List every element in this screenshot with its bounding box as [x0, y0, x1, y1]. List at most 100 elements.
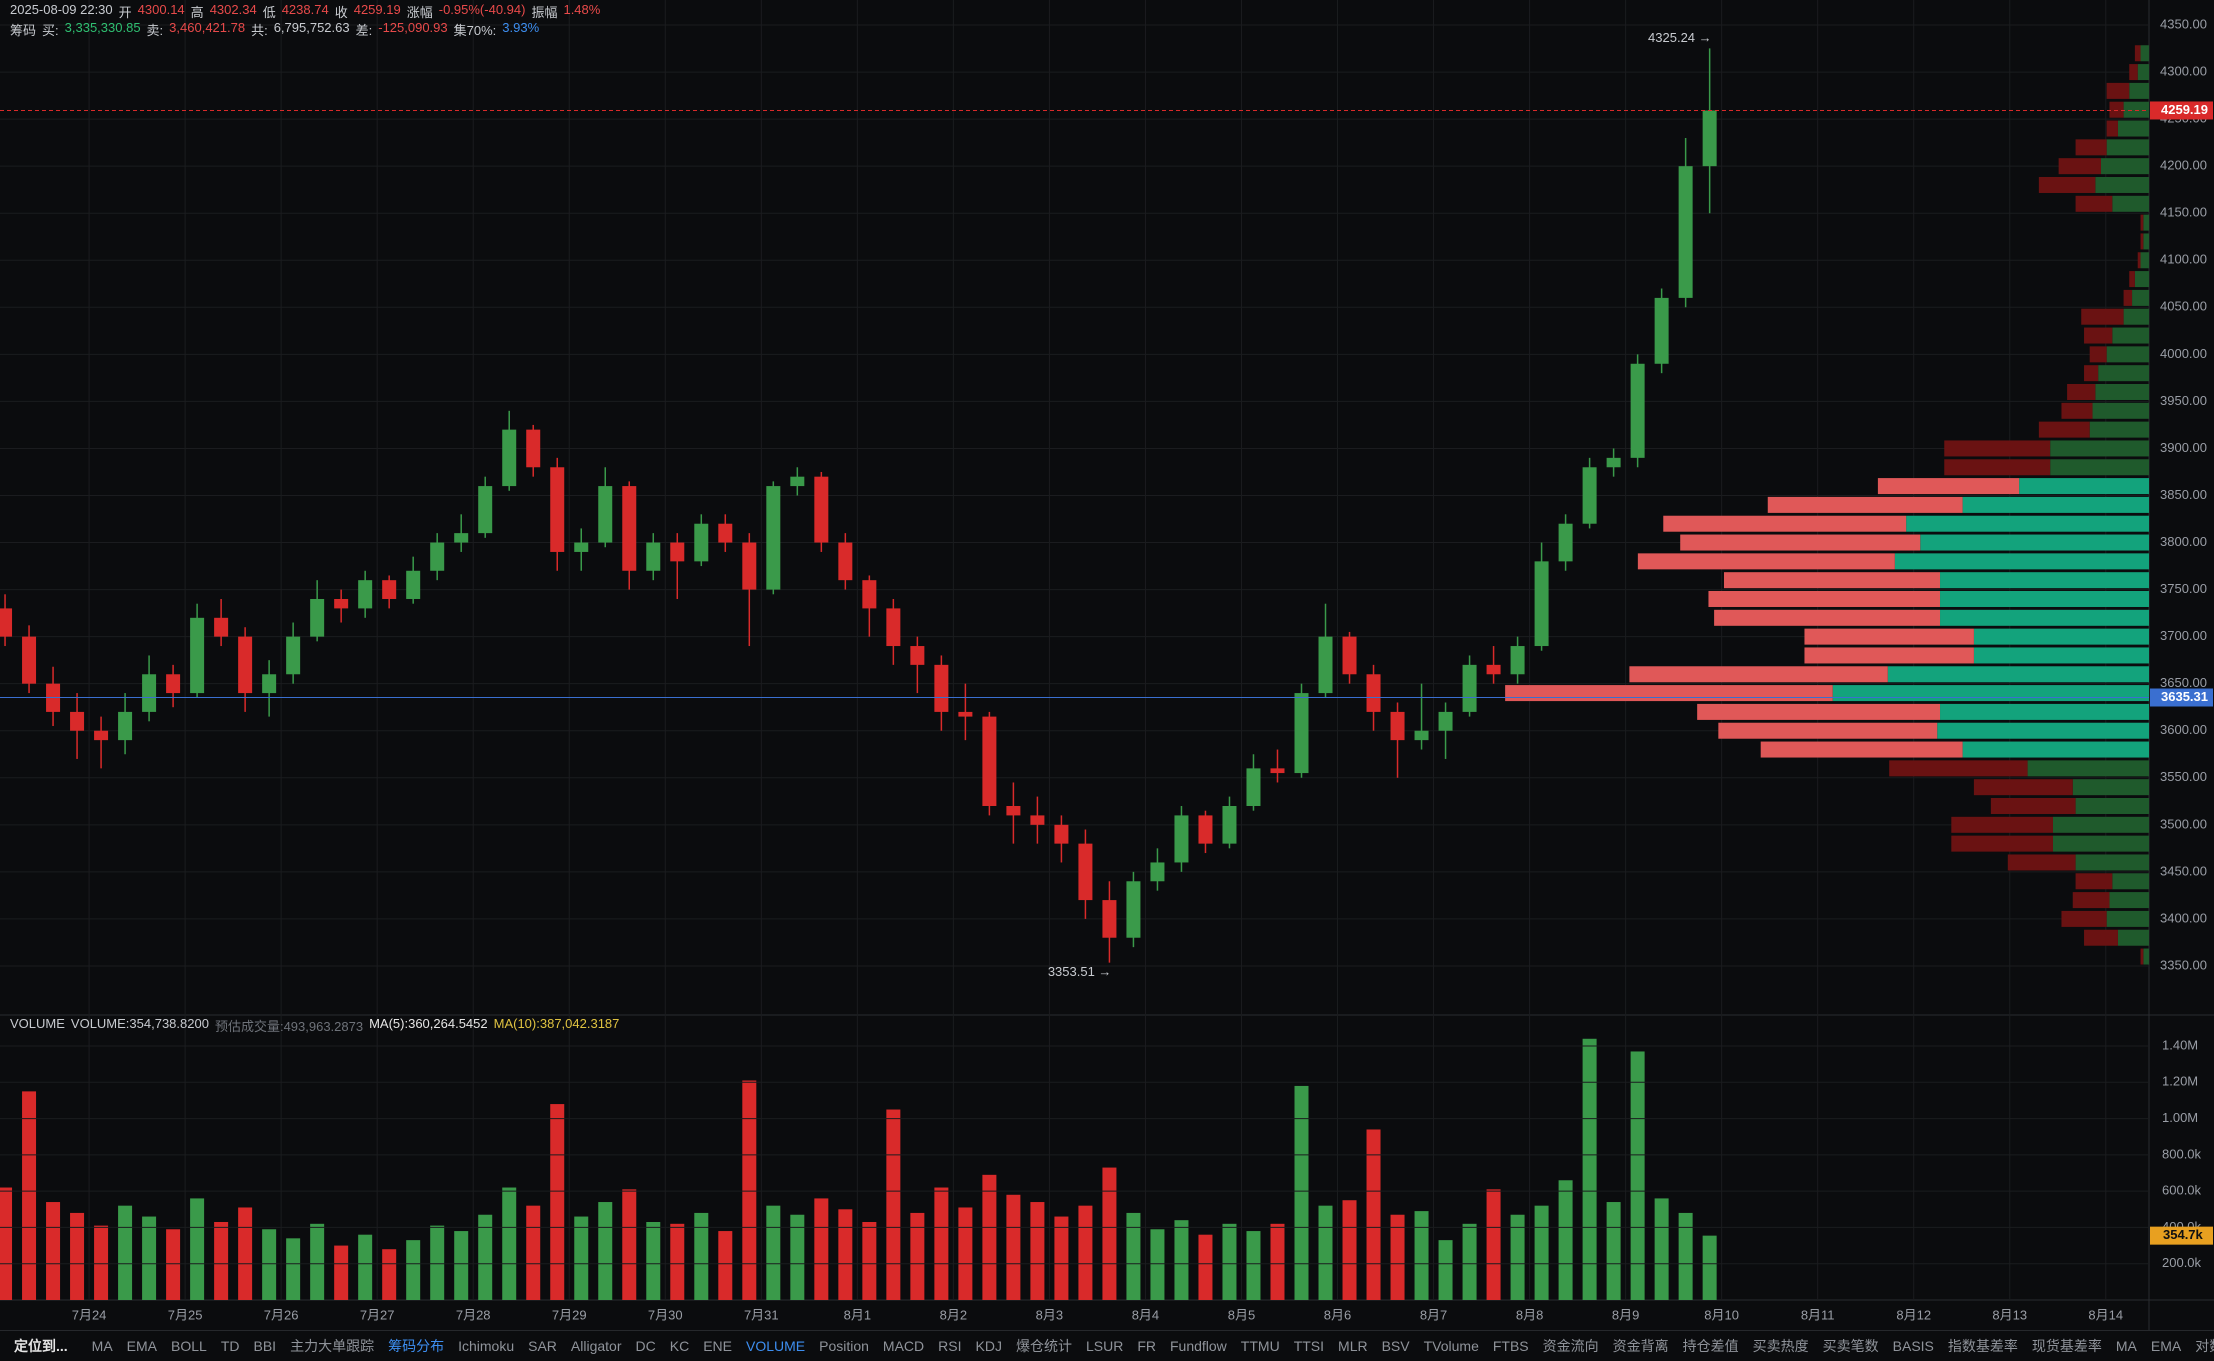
candle-body [1462, 664, 1477, 712]
indicator-button[interactable]: FR [1137, 1338, 1156, 1354]
header-text: 涨幅 [406, 5, 433, 20]
indicator-button[interactable]: BBI [253, 1338, 277, 1354]
volume-bar [646, 1221, 661, 1300]
candle-body [550, 467, 565, 552]
indicator-button[interactable]: MACD [882, 1338, 925, 1354]
indicator-button[interactable]: 资金背离 [1612, 1338, 1669, 1354]
indicator-button[interactable]: 爆仓统计 [1015, 1338, 1072, 1354]
candle-body [334, 598, 349, 609]
volume-bar [1078, 1205, 1093, 1300]
indicator-button[interactable]: BSV [1381, 1338, 1410, 1354]
profile-sell [1951, 816, 2053, 833]
indicator-button[interactable]: MA [91, 1338, 113, 1354]
volume-bar [406, 1240, 421, 1300]
indicator-button[interactable]: Ichimoku [458, 1338, 515, 1354]
x-tick-label: 8月1 [844, 1307, 871, 1322]
indicator-button[interactable]: 买卖热度 [1752, 1338, 1809, 1354]
indicator-button[interactable]: VOLUME [745, 1338, 806, 1354]
indicator-button[interactable]: TTSI [1293, 1338, 1325, 1354]
profile-buy [2137, 64, 2149, 81]
indicator-button[interactable]: ENE [703, 1338, 732, 1354]
profile-buy [2095, 176, 2149, 193]
indicator-button[interactable]: 现货基差率 [2031, 1338, 2102, 1354]
indicator-button[interactable]: Fundflow [1169, 1338, 1227, 1354]
y-tick-label: 4200.00 [2160, 158, 2207, 173]
header-text: 4259.19 [353, 2, 401, 17]
indicator-button[interactable]: EMA [126, 1338, 158, 1354]
candle-body [838, 542, 853, 581]
header-text: 6,795,752.63 [273, 20, 350, 35]
x-tick-label: 8月14 [2088, 1307, 2123, 1322]
profile-buy [2095, 383, 2149, 400]
indicator-button[interactable]: KC [669, 1338, 690, 1354]
profile-sell [1663, 515, 1907, 532]
y-tick-label: 3800.00 [2160, 534, 2207, 549]
indicator-button[interactable]: 买卖笔数 [1822, 1338, 1879, 1354]
candle-body [214, 617, 229, 637]
volume-bar [1390, 1214, 1405, 1300]
indicator-button[interactable]: EMA [2150, 1338, 2182, 1354]
profile-sell [2084, 929, 2118, 946]
y-tick-label: 4300.00 [2160, 64, 2207, 79]
scale-button[interactable]: 对数 [2195, 1338, 2214, 1354]
indicator-button[interactable]: Position [819, 1338, 869, 1354]
candle-body [22, 636, 37, 684]
profile-buy [1832, 685, 2149, 702]
indicator-button[interactable]: SAR [528, 1338, 557, 1354]
candle-body [310, 598, 325, 637]
candle-body [1246, 768, 1261, 806]
indicator-button[interactable]: DC [635, 1338, 656, 1354]
scale-options: 对数%自动 [2195, 1336, 2214, 1356]
indicator-button[interactable]: BOLL [171, 1338, 207, 1354]
profile-buy [2117, 120, 2149, 137]
volume-bar [1342, 1200, 1357, 1300]
profile-sell [2123, 289, 2133, 306]
profile-buy [2092, 402, 2149, 419]
volume-bar [502, 1187, 517, 1300]
indicator-button[interactable]: 筹码分布 [388, 1338, 445, 1354]
indicator-button[interactable]: TVolume [1423, 1338, 1479, 1354]
indicator-button[interactable]: FTBS [1492, 1338, 1529, 1354]
profile-buy [1940, 609, 2149, 626]
candle-body [286, 636, 301, 675]
volume-tag [2150, 1226, 2213, 1245]
header-text: 2025-08-09 22:30 [10, 2, 113, 17]
profile-sell [1951, 835, 2053, 852]
x-tick-label: 7月27 [360, 1307, 395, 1322]
candle-body [94, 730, 109, 741]
volume-bar [910, 1212, 925, 1300]
profile-sell [1708, 590, 1941, 607]
indicator-button[interactable]: TTMU [1240, 1338, 1280, 1354]
x-tick-label: 8月5 [1228, 1307, 1255, 1322]
candle-body [1486, 664, 1501, 675]
profile-sell [1944, 459, 2051, 476]
volume-bar [430, 1225, 445, 1300]
profile-sell [2007, 854, 2076, 871]
indicator-button[interactable]: 持仓差值 [1682, 1338, 1739, 1354]
y-tick-label: 3600.00 [2160, 722, 2207, 737]
candle-body [910, 646, 925, 665]
profile-buy [2112, 873, 2149, 890]
indicator-button[interactable]: TD [220, 1338, 240, 1354]
indicator-button[interactable]: KDJ [975, 1338, 1002, 1354]
volume-bar [1174, 1220, 1189, 1300]
profile-sell [2089, 346, 2107, 363]
indicator-button[interactable]: LSUR [1085, 1338, 1124, 1354]
volume-bar [1678, 1212, 1693, 1300]
locate-button[interactable]: 定位到... [14, 1338, 68, 1354]
indicator-button[interactable]: MLR [1338, 1338, 1368, 1354]
y-tick-label: 1.40M [2162, 1037, 2198, 1052]
y-tick-label: 4000.00 [2160, 346, 2207, 361]
indicator-button[interactable]: MA [2115, 1338, 2137, 1354]
indicator-button[interactable]: 主力大单跟踪 [290, 1338, 375, 1354]
indicator-button[interactable]: 资金流向 [1542, 1338, 1599, 1354]
indicator-button[interactable]: Alligator [570, 1338, 622, 1354]
profile-buy [2019, 478, 2149, 495]
candle-body [742, 542, 757, 590]
indicator-button[interactable]: BASIS [1892, 1338, 1934, 1354]
profile-sell [1723, 572, 1941, 589]
volume-bar [1054, 1216, 1069, 1300]
indicator-button[interactable]: RSI [938, 1338, 962, 1354]
indicator-button[interactable]: 指数基差率 [1947, 1338, 2018, 1354]
